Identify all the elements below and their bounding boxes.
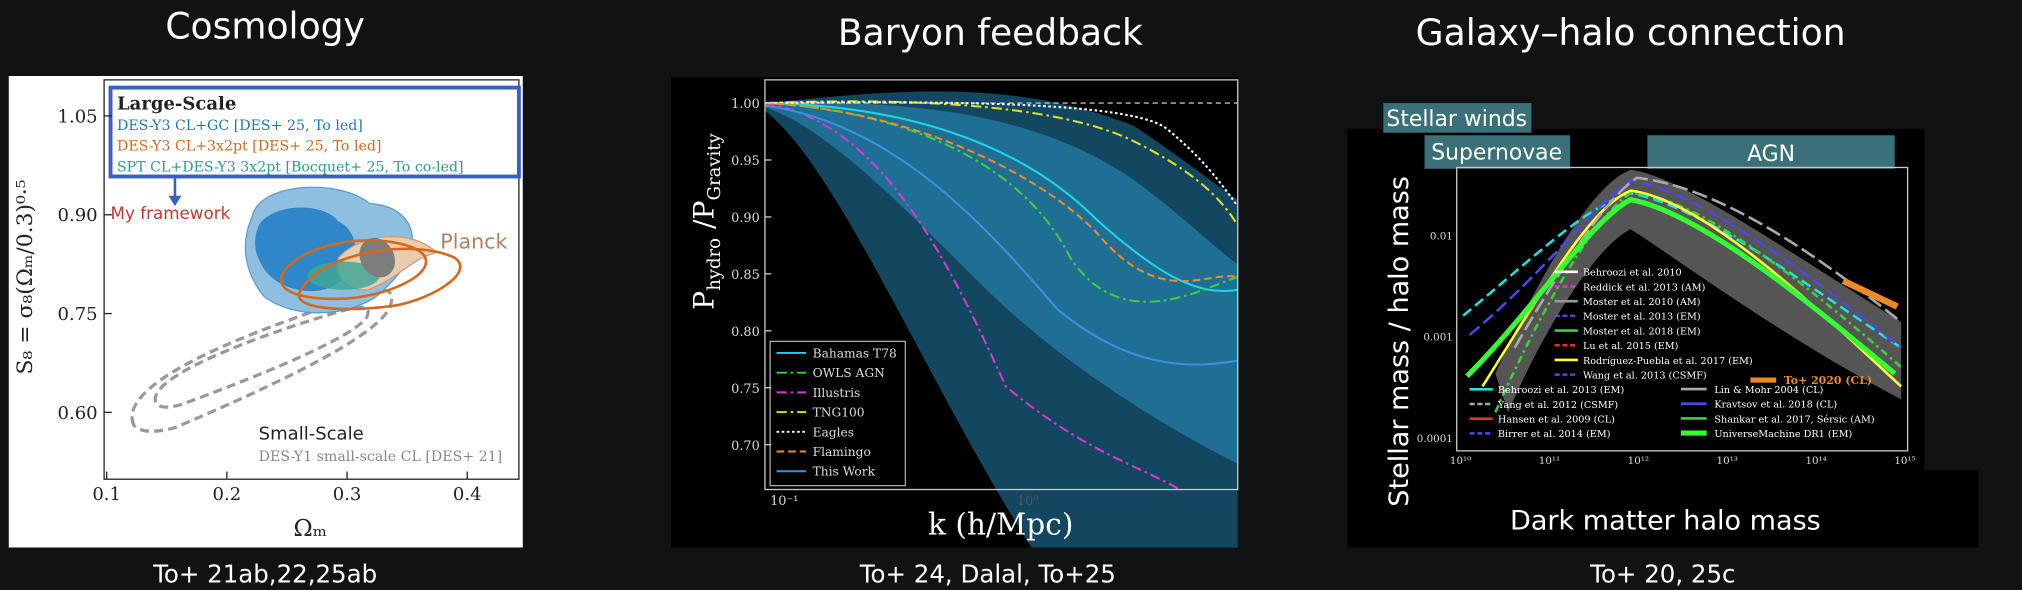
legend-entry: DES-Y3 CL+3x2pt [DES+ 25, To led]: [117, 139, 381, 155]
y-label-sub: hydro: [704, 238, 725, 291]
x-tick-label: 10⁻¹: [770, 494, 798, 509]
legend-entry: Eagles: [813, 425, 854, 439]
x-tick-label: 10¹²: [1628, 455, 1649, 467]
regime-box: [1424, 135, 1571, 169]
panel-title: Baryon feedback: [838, 12, 1143, 54]
arrow-head: [168, 195, 182, 207]
regime-box: [1647, 135, 1895, 169]
y-tick-label: 0.80: [731, 325, 760, 340]
y-axis-label: Stellar mass / halo mass: [1384, 176, 1415, 507]
plot-frame: [1456, 166, 1909, 452]
legend-entry: Rodríguez-Puebla et al. 2017 (EM): [1583, 356, 1753, 367]
legend-entry: DES-Y3 CL+GC [DES+ 25, To led]: [117, 118, 363, 134]
legend-entry: Bahamas T78: [813, 346, 897, 360]
caption: To+ 21ab,22,25ab: [152, 559, 377, 588]
annotation: Planck: [440, 230, 507, 254]
legend-entry: Behroozi et al. 2013 (EM): [1498, 385, 1624, 396]
y-label-part: /P: [687, 200, 720, 238]
legend-entry: Kravtsov et al. 2018 (CL): [1714, 400, 1837, 411]
legend-entry: Moster et al. 2010 (AM): [1583, 297, 1701, 308]
y-tick-label: 0.0001: [1417, 433, 1453, 445]
legend-box: [769, 340, 907, 487]
panel-title: Galaxy–halo connection: [1416, 12, 1846, 54]
x-axis-label: Dark matter halo mass: [1510, 505, 1821, 536]
y-tick-label: 1.05: [58, 106, 98, 127]
x-tick-label: 10¹⁰: [1450, 455, 1471, 467]
x-tick-label: 10¹³: [1717, 455, 1738, 467]
x-tick-label: 10⁰: [1017, 494, 1039, 509]
legend-entry: Birrer et al. 2014 (EM): [1498, 429, 1611, 440]
model-curves: [764, 100, 1239, 491]
x-tick-label: 10¹⁵: [1894, 455, 1915, 467]
legend-entry: Moster et al. 2013 (EM): [1583, 312, 1701, 323]
y-tick-label: 0.70: [731, 439, 760, 454]
y-tick-label: 0.90: [731, 211, 760, 226]
legend-entry: This Work: [813, 465, 876, 479]
regime-label: Supernovae: [1431, 141, 1562, 166]
x-tick-label: 0.3: [333, 484, 362, 505]
y-tick-label: 0.85: [731, 268, 760, 283]
y-label-part: P: [687, 291, 720, 310]
x-tick-label: 10¹⁴: [1805, 455, 1826, 467]
plot-frame: [764, 79, 1239, 491]
legend-entry: SPT CL+DES-Y3 3x2pt [Bocquet+ 25, To co-…: [117, 159, 464, 175]
y-tick-label: 0.95: [731, 154, 760, 169]
legend-entry: Reddick et al. 2013 (AM): [1583, 282, 1705, 293]
framework-contour: [359, 237, 395, 278]
legend-box: [108, 85, 521, 179]
x-tick-label: 0.4: [453, 484, 482, 505]
x-tick-label: 0.2: [213, 484, 242, 505]
annotation: Small-Scale: [259, 423, 364, 444]
regime-label: AGN: [1747, 142, 1795, 167]
legend-entry: Shankar et al. 2017, Sérsic (AM): [1714, 414, 1874, 425]
y-axis-label: Phydro /PGravity: [687, 132, 724, 309]
y-tick-label: 0.75: [731, 382, 760, 397]
legend-entry: Lu et al. 2015 (EM): [1583, 341, 1678, 352]
legend-entry: Hansen et al. 2009 (CL): [1498, 415, 1615, 426]
legend-entry: Moster et al. 2018 (EM): [1583, 326, 1701, 337]
y-tick-label: 0.001: [1423, 332, 1452, 344]
x-tick-label: 0.1: [92, 484, 121, 505]
y-tick-label: 0.60: [58, 403, 98, 424]
x-axis-label: k (h/Mpc): [928, 508, 1073, 542]
legend-entry: Behroozi et al. 2010: [1583, 268, 1682, 279]
y-tick-label: 0.01: [1430, 231, 1453, 243]
legend-entry: OWLS AGN: [813, 366, 886, 380]
annotation: DES-Y1 small-scale CL [DES+ 21]: [259, 449, 503, 465]
shm-curves: [1462, 176, 1903, 413]
small-scale-contour: [130, 288, 394, 433]
x-tick-label: 10¹¹: [1539, 455, 1560, 467]
regime-label: Stellar winds: [1386, 107, 1527, 132]
legend-entry: To+ 2020 (CL): [1784, 374, 1872, 387]
y-tick-label: 0.90: [58, 205, 98, 226]
legend-entry: TNG100: [813, 406, 865, 420]
legend-entry: Flamingo: [813, 445, 871, 459]
legend-entry: Illustris: [813, 386, 861, 400]
legend-entry: Yang et al. 2012 (CSMF): [1497, 400, 1618, 411]
caption: To+ 24, Dalal, To+25: [859, 559, 1116, 588]
caption: To+ 20, 25c: [1589, 559, 1735, 588]
legend-entry: Wang et al. 2013 (CSMF): [1583, 370, 1707, 381]
legend-entry: Lin & Mohr 2004 (CL): [1714, 385, 1823, 396]
x-axis-label: Ωₘ: [293, 515, 326, 542]
image-background: [1924, 470, 1979, 548]
uncertainty-band-inner: [764, 102, 1238, 464]
y-label-sub: Gravity: [704, 132, 725, 200]
y-tick-label: 1.00: [731, 97, 760, 112]
plot-frame: [103, 79, 520, 480]
y-axis-label: S₈ = σ₈(Ωₘ/0.3)⁰·⁵: [13, 179, 38, 374]
annotation: My framework: [111, 203, 231, 223]
regime-box: [1383, 103, 1532, 133]
legend-title: Large-Scale: [117, 93, 236, 114]
legend-entry: UniverseMachine DR1 (EM): [1714, 429, 1852, 440]
y-tick-label: 0.75: [58, 304, 98, 325]
orange-contour: [279, 239, 462, 311]
panel-title: Cosmology: [165, 6, 364, 48]
